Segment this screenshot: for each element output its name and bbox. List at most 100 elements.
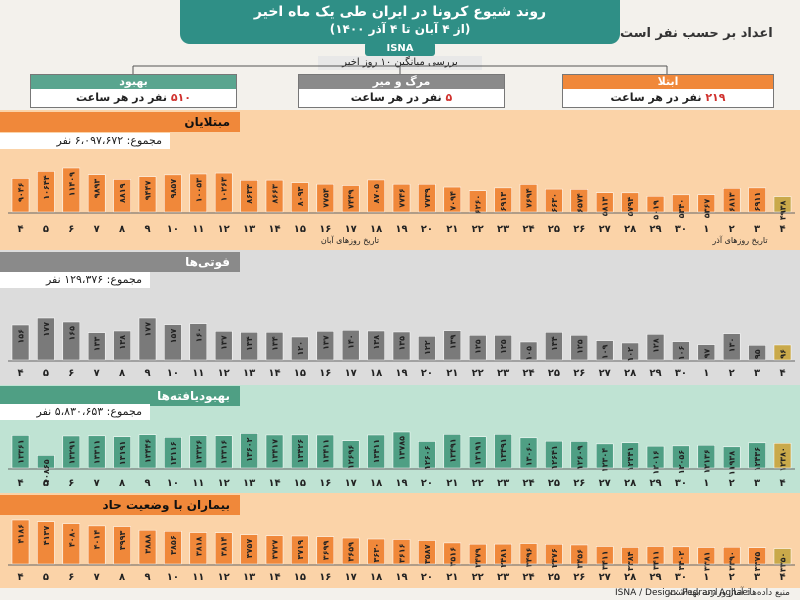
bar-value-label: ۱۳۲۹۱ <box>67 440 76 464</box>
day-tick-label: ۲ <box>729 224 735 235</box>
day-tick-label: ۸ <box>119 478 125 489</box>
bar <box>392 431 411 469</box>
bar-value-label: ۹۵ <box>753 349 762 359</box>
day-tick-label: ۲۸ <box>624 478 636 489</box>
day-tick-label: ۱ <box>703 368 709 379</box>
day-tick-label: ۳ <box>754 224 760 235</box>
bar <box>37 317 55 361</box>
bar-value-label: ۱۳۴۹۱ <box>448 438 457 462</box>
bar <box>494 187 512 213</box>
deaths-total: مجموع: ۱۲۹،۳۷۶ نفر <box>0 272 150 288</box>
day-tick-label: ۴ <box>17 368 23 379</box>
bar-value-label: ۷۰۹۴ <box>448 191 457 211</box>
bar-value-label: ۹۸۹۳ <box>93 179 102 199</box>
bar <box>164 437 182 469</box>
bar-value-label: ۱۳۳۲۶ <box>194 440 203 465</box>
bar <box>291 182 309 213</box>
day-tick-label: ۳۰ <box>675 224 687 235</box>
day-tick-label: ۳ <box>754 478 760 489</box>
bar <box>189 435 208 469</box>
bar-value-label: ۳۶۱۶ <box>398 543 407 563</box>
bar-value-label: ۱۳۸ <box>118 335 127 350</box>
day-tick-label: ۱۸ <box>370 224 382 235</box>
day-tick-label: ۷ <box>94 478 100 489</box>
bar <box>316 331 335 361</box>
bar-value-label: ۱۰۶۴۴ <box>42 175 51 200</box>
bar-value-label: ۳۵۸۷ <box>423 544 432 564</box>
bar-value-label: ۳۸۱۴ <box>220 537 229 557</box>
bar-value-label: ۹۶ <box>779 349 788 359</box>
bar <box>519 543 538 565</box>
bar <box>367 179 385 213</box>
day-tick-label: ۱۸ <box>370 368 382 379</box>
day-tick-label: ۴ <box>17 224 23 235</box>
bar-value-label: ۱۲۵ <box>474 339 483 354</box>
bar <box>87 332 106 361</box>
bar-value-label: ۱۷۷ <box>42 322 51 337</box>
bar <box>62 435 81 469</box>
day-tick-label: ۲ <box>729 368 735 379</box>
day-tick-label: ۲۳ <box>497 224 509 235</box>
bar <box>621 192 639 213</box>
day-tick-label: ۲۶ <box>573 572 585 583</box>
day-tick-label: ۸ <box>119 368 125 379</box>
day-tick-label: ۲۲ <box>472 368 484 379</box>
day-tick-label: ۱۹ <box>395 572 407 583</box>
bar-value-label: ۶۸۱۳ <box>728 192 737 212</box>
page-subtitle: (از ۴ آبان تا ۴ آذر ۱۴۰۰) <box>329 22 471 36</box>
bar-value-label: ۱۲۶۰۹ <box>575 445 584 470</box>
bar <box>595 340 614 361</box>
bar <box>494 434 512 469</box>
bar <box>468 335 487 361</box>
day-tick-label: ۱۷ <box>345 478 357 489</box>
bar <box>367 538 385 565</box>
stat-death-label: مرگ و میر <box>299 75 504 89</box>
bar-value-label: ۱۳۷ <box>321 335 330 350</box>
stat-recovery-unit: نفر در هر ساعت <box>76 91 167 104</box>
bar <box>265 332 284 361</box>
bar-value-label: ۱۶۵ <box>67 326 76 341</box>
bar-value-label: ۱۲۶۹۶ <box>347 445 356 470</box>
bar <box>570 335 589 361</box>
day-tick-label: ۱۱ <box>192 478 204 489</box>
day-tick-label: ۶ <box>68 224 74 235</box>
bar <box>621 547 639 565</box>
day-tick-label: ۱۰ <box>167 572 179 583</box>
footer: منبع داده‌ها: آمار وزارت بهداشت <box>0 588 800 600</box>
stat-death: مرگ و میر ۵ نفر در هر ساعت <box>298 74 505 108</box>
day-tick-label: ۹ <box>144 572 150 583</box>
day-tick-label: ۲۳ <box>497 572 509 583</box>
bar <box>291 336 309 361</box>
bar <box>443 186 462 213</box>
bar-value-label: ۶۵۷۴ <box>575 193 584 213</box>
bar <box>11 519 30 565</box>
day-tick-label: ۲۵ <box>548 478 560 489</box>
bar-value-label: ۷۷۴۶ <box>398 188 407 208</box>
bar <box>240 332 258 361</box>
bar-value-label: ۶۲۶۰ <box>474 195 483 215</box>
bar-value-label: ۱۲۸ <box>652 338 661 353</box>
day-tick-label: ۱۳ <box>243 368 255 379</box>
bar-value-label: ۶۶۳۰ <box>550 193 559 213</box>
bar <box>773 548 792 565</box>
day-tick-label: ۱۵ <box>294 572 306 583</box>
bar-value-label: ۱۵۷ <box>169 329 178 344</box>
day-tick-label: ۶ <box>68 572 74 583</box>
bar <box>87 435 106 469</box>
bar <box>189 532 208 565</box>
day-tick-label: ۲۱ <box>446 572 458 583</box>
day-tick-label: ۱۰ <box>167 368 179 379</box>
bar <box>164 531 182 565</box>
day-tick-label: ۲۴ <box>522 478 534 489</box>
bar <box>748 442 766 469</box>
bar-value-label: ۱۲۵ <box>499 339 508 354</box>
day-tick-label: ۲ <box>729 572 735 583</box>
day-tick-label: ۱۸ <box>370 572 382 583</box>
bar-value-label: ۷۶۹۴ <box>525 188 534 208</box>
bar <box>367 330 385 361</box>
bar <box>722 546 741 565</box>
bar-value-label: ۷۴۴۹ <box>347 189 356 209</box>
bar-value-label: ۱۲۳۰۴ <box>601 448 610 473</box>
bar-value-label: ۸۰۹۳ <box>296 187 305 207</box>
